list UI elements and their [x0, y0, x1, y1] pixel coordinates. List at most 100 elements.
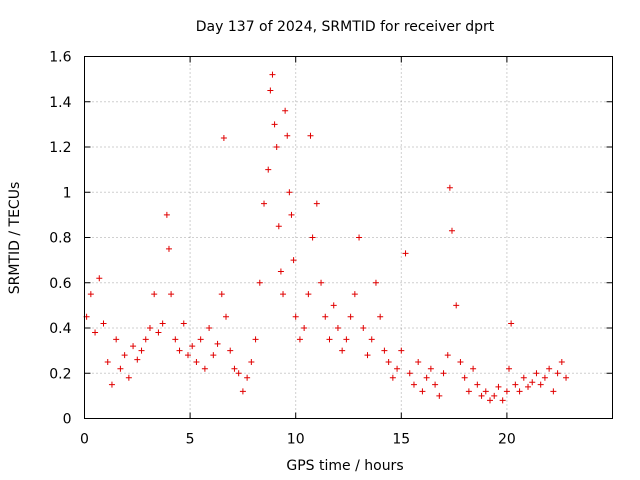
y-tick-label: 0.8	[49, 231, 71, 247]
data-point	[151, 291, 158, 298]
data-point	[423, 374, 430, 381]
data-point	[273, 144, 280, 150]
data-point	[326, 336, 333, 343]
data-point	[121, 352, 128, 359]
x-axis-label: GPS time / hours	[286, 458, 403, 474]
data-point	[96, 275, 103, 282]
data-point	[277, 268, 284, 275]
data-point	[541, 374, 548, 381]
y-tick-label: 0.6	[49, 276, 71, 292]
data-point	[193, 358, 200, 365]
data-point	[87, 291, 94, 298]
data-point	[448, 227, 455, 234]
data-point	[163, 211, 170, 218]
plot-frame	[84, 56, 613, 419]
y-axis-label: SRMTID / TECUs	[7, 182, 23, 295]
data-point	[432, 381, 439, 388]
y-tick-label: 1.4	[49, 95, 71, 111]
data-point	[197, 336, 204, 343]
data-point	[288, 211, 295, 218]
data-point	[339, 347, 346, 354]
data-point	[410, 381, 417, 388]
data-point	[201, 365, 208, 372]
data-point	[470, 365, 477, 372]
data-point	[322, 313, 329, 320]
data-point	[520, 374, 527, 381]
data-point	[261, 200, 268, 207]
data-point	[427, 365, 434, 372]
data-point	[419, 388, 426, 395]
data-point	[372, 279, 379, 286]
data-point	[402, 250, 409, 257]
data-point	[244, 374, 251, 381]
data-point	[563, 374, 570, 381]
data-point	[398, 347, 405, 354]
data-point	[444, 352, 451, 359]
data-point	[286, 189, 293, 196]
data-point	[269, 71, 276, 78]
y-tick-label: 1.6	[49, 50, 71, 66]
data-point	[491, 392, 498, 399]
data-point	[529, 379, 536, 386]
data-point	[138, 347, 145, 354]
data-point	[117, 365, 124, 372]
data-point	[220, 134, 227, 141]
data-points	[83, 71, 570, 404]
data-point	[227, 347, 234, 354]
data-point	[248, 358, 255, 365]
data-point	[223, 313, 230, 320]
data-point	[343, 336, 350, 343]
chart-title: Day 137 of 2024, SRMTID for receiver dpr…	[196, 19, 495, 35]
data-point	[453, 302, 460, 309]
data-point	[172, 336, 179, 343]
data-point	[482, 388, 489, 395]
data-point	[134, 356, 141, 363]
data-point	[389, 374, 396, 381]
x-tick-label: 15	[392, 432, 410, 448]
data-point	[125, 374, 132, 381]
y-tick-label: 1.2	[49, 140, 71, 156]
data-point	[368, 336, 375, 343]
data-point	[436, 392, 443, 399]
data-point	[159, 320, 166, 327]
data-point	[100, 320, 107, 327]
data-point	[351, 291, 358, 298]
data-point	[508, 320, 515, 327]
data-point	[364, 352, 371, 359]
x-tick-label: 20	[498, 432, 516, 448]
grid-lines	[84, 56, 613, 419]
data-point	[461, 374, 468, 381]
data-point	[292, 313, 299, 320]
data-point	[318, 279, 325, 286]
data-point	[108, 381, 115, 388]
data-point	[168, 291, 175, 298]
data-point	[525, 383, 532, 390]
y-tick-label: 0.4	[49, 321, 71, 337]
data-point	[550, 388, 557, 395]
data-point	[214, 340, 221, 347]
data-point	[252, 336, 259, 343]
data-point	[282, 107, 289, 114]
data-point	[176, 347, 183, 354]
data-point	[499, 397, 506, 404]
data-point	[474, 381, 481, 388]
data-point	[394, 365, 401, 372]
data-point	[506, 365, 513, 372]
data-point	[206, 325, 213, 331]
data-point	[385, 358, 392, 365]
data-point	[301, 325, 308, 331]
data-point	[516, 388, 523, 395]
data-point	[189, 343, 196, 350]
data-point	[130, 343, 137, 350]
data-point	[256, 279, 263, 286]
data-point	[377, 313, 384, 320]
data-point	[290, 257, 297, 264]
data-point	[537, 381, 544, 388]
data-point	[347, 313, 354, 320]
data-point	[235, 370, 242, 377]
data-point	[512, 381, 519, 388]
y-tick-label: 0.2	[49, 366, 71, 382]
data-point	[280, 291, 287, 298]
data-point	[104, 358, 111, 365]
